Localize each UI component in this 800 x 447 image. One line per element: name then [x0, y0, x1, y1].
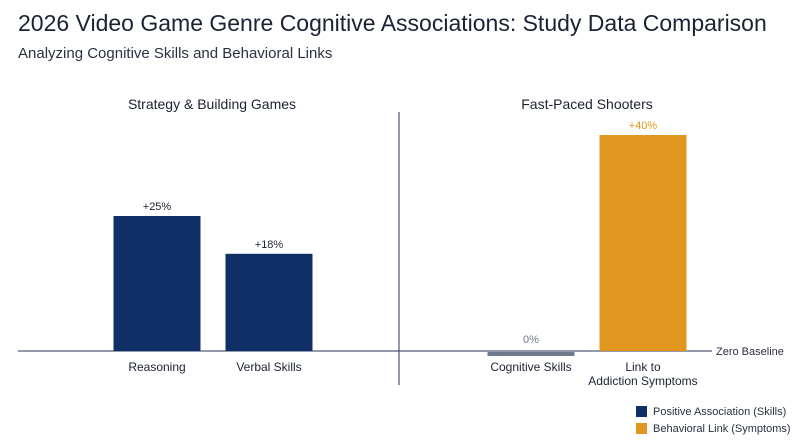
legend-label-positive: Positive Association (Skills) [653, 405, 787, 418]
category-label: Addiction Symptoms [588, 374, 697, 388]
data-label: 0% [523, 334, 539, 346]
category-label: Verbal Skills [236, 360, 301, 374]
chart-title: 2026 Video Game Genre Cognitive Associat… [18, 10, 767, 36]
zero-baseline-label: Zero Baseline [716, 346, 784, 358]
legend: Positive Association (Skills) Behavioral… [636, 403, 791, 437]
data-label: +40% [629, 120, 658, 132]
category-label: Cognitive Skills [490, 360, 571, 374]
panel-title-strategy: Strategy & Building Games [128, 96, 296, 112]
category-label: Link to [625, 360, 661, 374]
category-label: Reasoning [128, 360, 185, 374]
bar-cognitive-skills [487, 352, 575, 356]
legend-label-behavioral: Behavioral Link (Symptoms) [653, 422, 791, 435]
data-label: +18% [255, 239, 284, 251]
data-label: +25% [143, 201, 172, 213]
bar-verbal-skills [225, 253, 313, 351]
bar-reasoning [113, 216, 201, 351]
bars-group: +25% Reasoning +18% Verbal Skills 0% Cognitiv… [113, 120, 698, 388]
bar-link-to-addiction-symptoms [599, 135, 687, 351]
legend-item-positive: Positive Association (Skills) [636, 403, 791, 420]
legend-item-behavioral: Behavioral Link (Symptoms) [636, 420, 791, 437]
panel-title-shooters: Fast-Paced Shooters [521, 96, 653, 112]
legend-swatch-behavioral [636, 423, 647, 434]
chart-subtitle: Analyzing Cognitive Skills and Behaviora… [18, 45, 333, 62]
legend-swatch-positive [636, 406, 647, 417]
